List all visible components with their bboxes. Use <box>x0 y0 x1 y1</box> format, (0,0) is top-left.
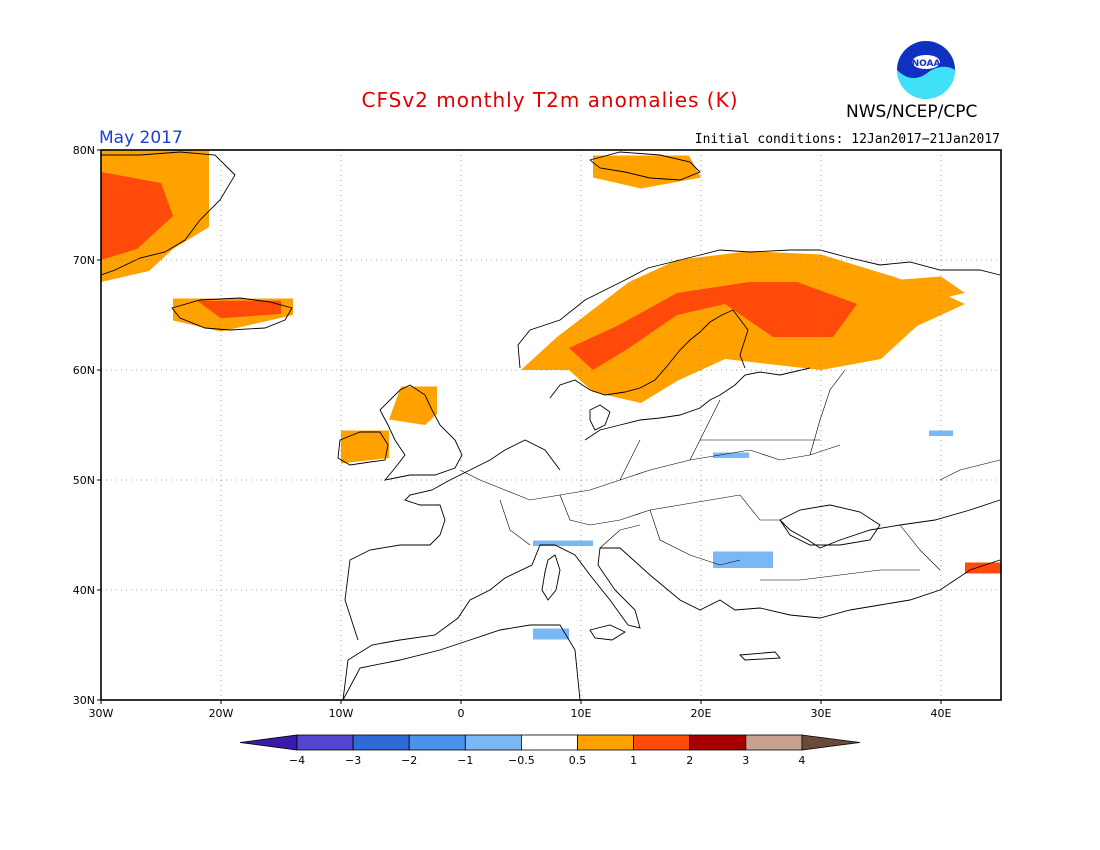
latitude-label: 50N <box>73 474 95 487</box>
coastline-layer <box>101 151 1001 700</box>
map-frame <box>100 149 1002 701</box>
coastline-iceland <box>171 297 293 331</box>
colorbar-box <box>408 734 466 751</box>
map-background <box>101 150 1001 700</box>
longitude-label: 20E <box>691 707 712 720</box>
anomaly-svalbard <box>593 155 701 189</box>
longitude-label: 30E <box>811 707 832 720</box>
colorbar-label: 3 <box>742 754 749 767</box>
latitude-label: 60N <box>73 364 95 377</box>
anomaly-balkans-cold <box>713 551 773 568</box>
coastline-black-sea <box>779 504 881 546</box>
colorbar-label: −0.5 <box>508 754 535 767</box>
initial-conditions-label: Initial conditions: 12Jan2017−21Jan2017 <box>694 132 1000 147</box>
colorbar-box <box>577 734 634 751</box>
colorbar-label: 4 <box>798 754 805 767</box>
coastline-scandinavia <box>517 249 1001 431</box>
gridlines <box>101 150 1001 700</box>
anomaly-caucasus-warm <box>965 562 1001 574</box>
noaa-logo: NOAA <box>897 41 955 99</box>
longitude-label: 30W <box>89 707 114 720</box>
colorbar-min-arrow <box>239 734 298 751</box>
colorbar-label: 2 <box>686 754 693 767</box>
colorbar-box <box>352 734 410 751</box>
colorbar-box <box>296 734 354 751</box>
colorbar-box <box>745 734 803 751</box>
coastline-north-africa <box>342 624 581 700</box>
colorbar-box <box>689 734 747 751</box>
colorbar-boxes <box>239 734 860 751</box>
longitude-label: 20W <box>209 707 234 720</box>
colorbar-label: −4 <box>289 754 305 767</box>
latitude-labels: 30N 40N 50N 60N 70N 80N <box>73 144 101 707</box>
latitude-label: 40N <box>73 584 95 597</box>
colorbar-label: −3 <box>345 754 361 767</box>
anomaly-scandinavia-core <box>569 282 857 370</box>
map-title: CFSv2 monthly T2m anomalies (K) <box>361 88 739 112</box>
colorbar-label: −1 <box>457 754 473 767</box>
colorbar-label: 0.5 <box>569 754 587 767</box>
latitude-label: 70N <box>73 254 95 267</box>
country-borders <box>459 369 1001 581</box>
latitude-label: 80N <box>73 144 95 157</box>
colorbar-box <box>521 734 578 751</box>
coastline-mainland <box>342 367 1001 700</box>
anomaly-map: 30N 40N 50N 60N 70N 80N 30W 20W 10W 0 10E 20E 30E 40… <box>73 144 1002 720</box>
latitude-label: 30N <box>73 694 95 707</box>
colorbar-max-arrow <box>801 734 860 751</box>
coastline-britain <box>379 384 463 481</box>
anomaly-algeria-cold <box>533 628 569 640</box>
noaa-logo-text: NOAA <box>912 59 941 69</box>
organization-label: NWS/NCEP/CPC <box>846 102 978 122</box>
longitude-label: 40E <box>931 707 952 720</box>
anomaly-iceland-core <box>197 300 281 319</box>
longitude-label: 10E <box>571 707 592 720</box>
anomaly-poland-cold <box>713 452 749 458</box>
anomaly-scotland <box>389 386 437 425</box>
colorbar-box <box>633 734 691 751</box>
anomaly-greenland-core <box>101 172 173 260</box>
anomaly-scandinavia-russia <box>521 251 965 403</box>
anomaly-russia-cold <box>929 430 953 436</box>
colorbar-box <box>464 734 522 751</box>
coastline-crete <box>738 651 781 661</box>
coastline-svalbard <box>589 151 701 181</box>
longitude-label: 10W <box>329 707 354 720</box>
coastline-sicily <box>589 624 626 641</box>
anomaly-layer <box>101 150 1001 640</box>
colorbar-labels: −4 −3 −2 −1 −0.5 0.5 1 2 3 4 <box>289 754 806 767</box>
longitude-labels: 30W 20W 10W 0 10E 20E 30E 40E <box>89 700 952 720</box>
coastline-ireland <box>337 431 389 466</box>
longitude-label: 0 <box>458 707 465 720</box>
anomaly-kola <box>869 276 965 304</box>
coastline-corsica-sardinia <box>541 554 561 601</box>
colorbar-label: −2 <box>401 754 417 767</box>
coastline-greenland <box>101 151 236 276</box>
anomaly-ireland <box>341 430 389 464</box>
month-label: May 2017 <box>99 128 183 148</box>
colorbar-label: 1 <box>630 754 637 767</box>
